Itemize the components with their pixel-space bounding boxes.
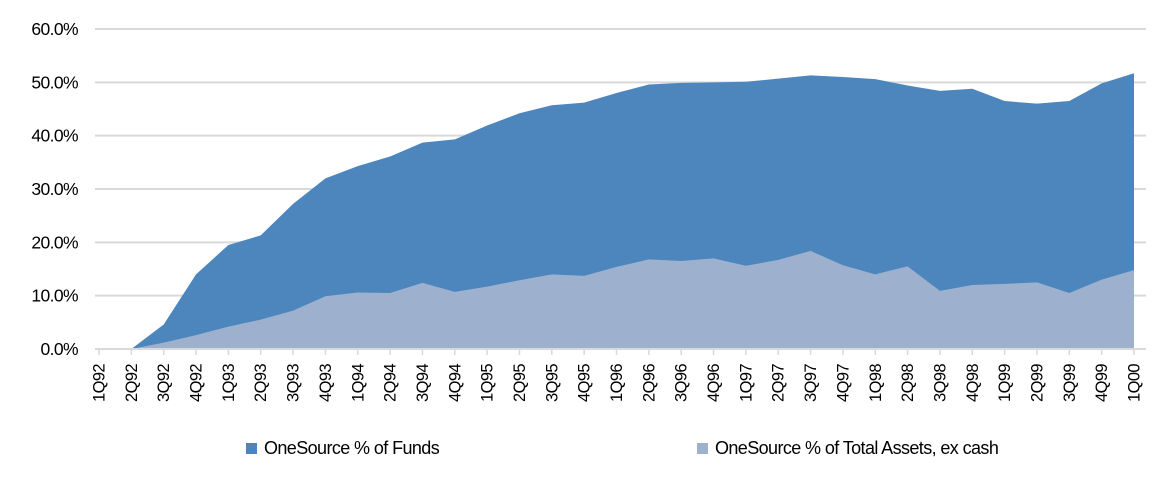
y-axis-label: 60.0% [31,19,78,39]
x-axis-label: 4Q92 [188,364,206,402]
x-axis-label: 3Q94 [414,364,432,402]
x-axis-label: 1Q95 [479,364,497,402]
x-axis-label: 1Q99 [996,364,1014,402]
x-axis-label: 1Q00 [1126,364,1144,402]
area-series-1 [99,250,1134,349]
x-axis-label: 1Q96 [608,364,626,402]
y-axis-label: 40.0% [31,126,78,146]
x-axis-label: 4Q95 [576,364,594,402]
x-axis-label: 1Q97 [737,364,755,402]
y-axis-label: 30.0% [31,179,78,199]
x-axis-label: 3Q92 [155,364,173,402]
y-axis-labels: 0.0% 10.0% 20.0% 30.0% 40.0% 50.0% 60.0% [31,19,78,359]
x-axis-label: 2Q93 [252,364,270,402]
x-axis-label: 2Q97 [770,364,788,402]
legend-item-funds: OneSource % of Funds [246,438,440,459]
x-axis-label: 4Q93 [317,364,335,402]
y-axis-label: 10.0% [31,286,78,306]
x-axis-labels: 1Q92 2Q92 3Q92 4Q92 1Q93 2Q93 3Q93 4Q93 1Q94 2Q94… [91,364,1144,402]
legend-swatch-assets [697,443,708,454]
x-axis-label: 4Q94 [446,364,464,402]
x-axis-label: 2Q98 [899,364,917,402]
x-axis-label: 4Q97 [834,364,852,402]
x-axis-label: 1Q92 [91,364,109,402]
x-axis-label: 2Q92 [123,364,141,402]
y-axis-label: 50.0% [31,72,78,92]
x-axis-label: 1Q94 [349,364,367,402]
x-axis-label: 2Q96 [640,364,658,402]
legend-label-funds: OneSource % of Funds [264,438,440,458]
legend-item-assets: OneSource % of Total Assets, ex cash [697,438,999,459]
x-axis-label: 3Q96 [673,364,691,402]
x-axis-label: 4Q99 [1093,364,1111,402]
x-axis-label: 2Q94 [382,364,400,402]
area-chart: 0.0% 10.0% 20.0% 30.0% 40.0% 50.0% 60.0% 1Q92 2Q… [31,19,1146,402]
x-axis-label: 3Q93 [285,364,303,402]
x-axis-label: 4Q98 [964,364,982,402]
x-axis-label: 3Q97 [802,364,820,402]
x-axis-label: 1Q93 [220,364,238,402]
y-axis-label: 20.0% [31,232,78,252]
chart-legend: OneSource % of Funds OneSource % of Tota… [0,438,1152,468]
legend-swatch-funds [246,443,257,454]
x-axis-label: 4Q96 [705,364,723,402]
x-axis-label: 2Q99 [1028,364,1046,402]
x-axis-label: 3Q95 [543,364,561,402]
legend-label-assets: OneSource % of Total Assets, ex cash [715,438,999,458]
x-axis-label: 3Q98 [931,364,949,402]
y-axis-label: 0.0% [41,339,79,359]
x-axis-label: 2Q95 [511,364,529,402]
x-axis-label: 1Q98 [867,364,885,402]
x-axis [95,348,1146,355]
x-axis-label: 3Q99 [1061,364,1079,402]
